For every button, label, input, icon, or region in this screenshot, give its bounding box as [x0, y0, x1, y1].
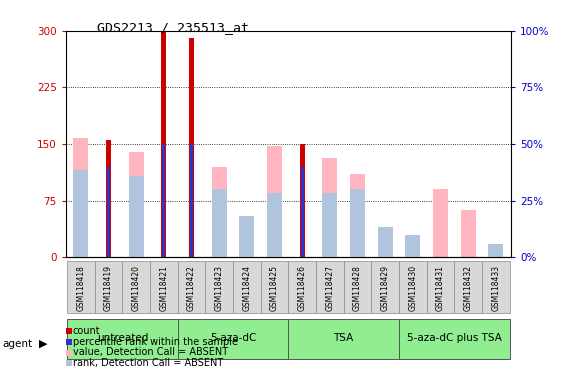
- FancyBboxPatch shape: [261, 261, 288, 313]
- Bar: [239, 216, 255, 257]
- FancyBboxPatch shape: [455, 261, 482, 313]
- Bar: [128, 177, 144, 257]
- Bar: [322, 193, 337, 257]
- Text: GSM118428: GSM118428: [353, 265, 362, 311]
- FancyBboxPatch shape: [67, 261, 95, 313]
- Text: GSM118423: GSM118423: [215, 265, 224, 311]
- Bar: [163, 144, 165, 257]
- Text: GSM118429: GSM118429: [381, 265, 389, 311]
- FancyBboxPatch shape: [150, 261, 178, 313]
- Bar: [461, 210, 476, 257]
- Text: count: count: [73, 326, 100, 336]
- Bar: [488, 244, 504, 257]
- Text: GSM118431: GSM118431: [436, 265, 445, 311]
- Text: GSM118433: GSM118433: [491, 265, 500, 311]
- Bar: [212, 167, 227, 257]
- FancyBboxPatch shape: [316, 261, 344, 313]
- Bar: [377, 227, 393, 257]
- Bar: [212, 189, 227, 257]
- FancyBboxPatch shape: [288, 319, 399, 359]
- Text: TSA: TSA: [333, 333, 354, 343]
- Text: ▶: ▶: [39, 339, 47, 349]
- Bar: [350, 174, 365, 257]
- Bar: [190, 144, 193, 257]
- Text: GSM118421: GSM118421: [159, 265, 168, 311]
- Bar: [73, 138, 89, 257]
- Text: agent: agent: [3, 339, 33, 349]
- FancyBboxPatch shape: [399, 261, 427, 313]
- FancyBboxPatch shape: [427, 261, 455, 313]
- Text: GSM118425: GSM118425: [270, 265, 279, 311]
- Text: GSM118422: GSM118422: [187, 265, 196, 311]
- FancyBboxPatch shape: [233, 261, 261, 313]
- Bar: [128, 152, 144, 257]
- FancyBboxPatch shape: [206, 261, 233, 313]
- Text: GSM118420: GSM118420: [132, 265, 140, 311]
- FancyBboxPatch shape: [399, 319, 510, 359]
- Bar: [301, 167, 304, 257]
- Text: rank, Detection Call = ABSENT: rank, Detection Call = ABSENT: [73, 358, 223, 368]
- Bar: [300, 144, 305, 257]
- Text: 5-aza-dC plus TSA: 5-aza-dC plus TSA: [407, 333, 502, 343]
- Bar: [73, 170, 89, 257]
- Bar: [350, 189, 365, 257]
- FancyBboxPatch shape: [178, 319, 288, 359]
- Bar: [162, 31, 166, 257]
- Bar: [267, 193, 282, 257]
- FancyBboxPatch shape: [122, 261, 150, 313]
- Text: GSM118424: GSM118424: [242, 265, 251, 311]
- Text: untreated: untreated: [96, 333, 148, 343]
- Text: value, Detection Call = ABSENT: value, Detection Call = ABSENT: [73, 347, 228, 357]
- Text: GDS2213 / 235513_at: GDS2213 / 235513_at: [97, 21, 249, 34]
- FancyBboxPatch shape: [95, 261, 122, 313]
- Bar: [189, 38, 194, 257]
- FancyBboxPatch shape: [67, 319, 178, 359]
- Text: GSM118427: GSM118427: [325, 265, 335, 311]
- Bar: [106, 140, 111, 257]
- Bar: [322, 157, 337, 257]
- Bar: [433, 189, 448, 257]
- Text: 5-aza-dC: 5-aza-dC: [210, 333, 256, 343]
- FancyBboxPatch shape: [371, 261, 399, 313]
- Text: GSM118426: GSM118426: [297, 265, 307, 311]
- Bar: [405, 235, 420, 257]
- FancyBboxPatch shape: [482, 261, 510, 313]
- Text: GSM118418: GSM118418: [77, 265, 86, 311]
- FancyBboxPatch shape: [344, 261, 371, 313]
- Bar: [239, 235, 255, 257]
- Text: GSM118419: GSM118419: [104, 265, 113, 311]
- Bar: [267, 146, 282, 257]
- Text: percentile rank within the sample: percentile rank within the sample: [73, 336, 238, 346]
- Bar: [107, 167, 110, 257]
- FancyBboxPatch shape: [288, 261, 316, 313]
- Text: GSM118430: GSM118430: [408, 265, 417, 311]
- Text: GSM118432: GSM118432: [464, 265, 473, 311]
- FancyBboxPatch shape: [178, 261, 206, 313]
